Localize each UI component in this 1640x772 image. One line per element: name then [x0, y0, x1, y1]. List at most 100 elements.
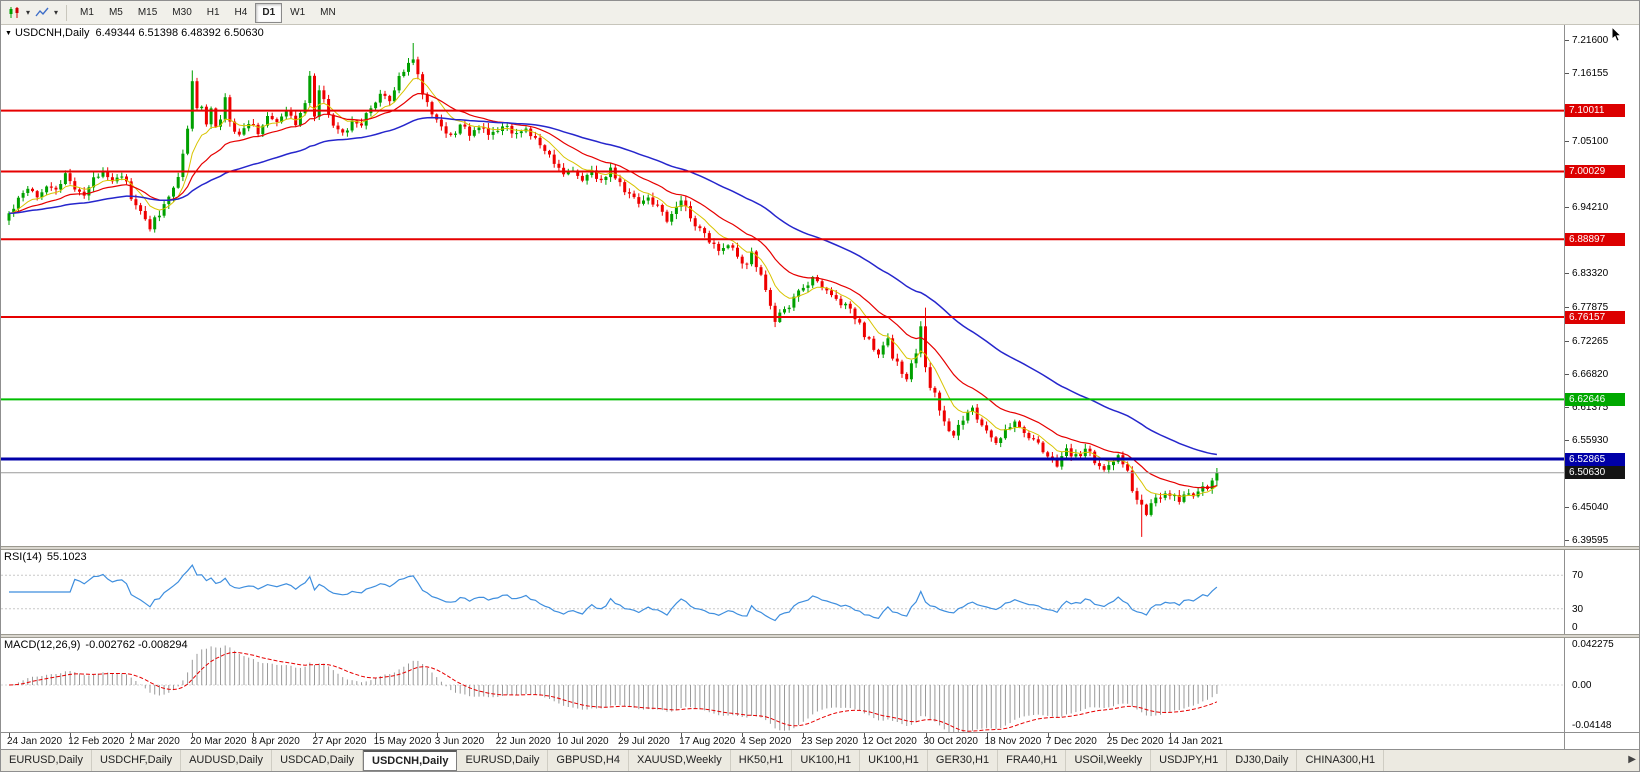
time-axis-tick [1108, 733, 1110, 737]
date-axis-row: 24 Jan 2020 12 Feb 2020 2 Mar 2020 20 Mar 2… [1, 732, 1639, 749]
chart-tab-7-xauusd[interactable]: XAUUSD,Weekly [629, 750, 731, 771]
candlestick-icon [9, 7, 19, 18]
tab-scroll-right-icon[interactable]: ▶ [1628, 754, 1636, 765]
chart-tab-6-gbpusd[interactable]: GBPUSD,H4 [548, 750, 629, 771]
time-axis-label: 25 Dec 2020 [1106, 736, 1164, 747]
chart-tab-0-eurusd[interactable]: EURUSD,Daily [1, 750, 92, 771]
price-tick-mark [1565, 440, 1569, 442]
price-chart-panel: ▼ USDCNH,Daily 6.49344 6.51398 6.48392 6.5… [1, 25, 1639, 546]
time-axis-label: 4 Sep 2020 [740, 736, 792, 747]
time-axis-label: 8 Apr 2020 [251, 736, 300, 747]
time-axis-tick [558, 733, 560, 737]
timeframe-button-mn[interactable]: MN [320, 6, 336, 18]
price-axis[interactable]: 7.21600 7.16155 7.05100 6.94210 6.83320 6.778… [1564, 25, 1639, 546]
timeframe-button-h1[interactable]: H1 [206, 6, 220, 18]
chevron-down-icon[interactable]: ▾ [26, 8, 31, 17]
time-axis-tick [803, 733, 805, 737]
rsi-axis[interactable]: 70 30 0 [1564, 550, 1639, 634]
price-tick-mark [1565, 373, 1569, 375]
chart-tab-9-uk100[interactable]: UK100,H1 [792, 750, 861, 771]
price-chart-canvas[interactable] [1, 25, 1564, 546]
timeframe-button-m15[interactable]: M15 [137, 6, 158, 18]
ma-slow-blue-line[interactable] [8, 116, 1218, 456]
time-axis-tick [131, 733, 133, 737]
chart-tab-12-fra40[interactable]: FRA40,H1 [998, 750, 1067, 771]
time-axis-tick [375, 733, 377, 737]
time-axis-tick [1169, 733, 1171, 737]
price-tick-label: 6.77875 [1572, 301, 1609, 313]
price-tick-label: 6.66820 [1572, 368, 1609, 380]
rsi-canvas[interactable] [1, 550, 1564, 634]
support-blue-price-badge: 6.52865 [1565, 452, 1625, 466]
time-axis-tick [253, 733, 255, 737]
price-tick-mark [1565, 306, 1569, 308]
price-tick-label: 7.05100 [1572, 135, 1609, 147]
chart-type-icon[interactable] [5, 5, 23, 20]
time-axis-label: 27 Apr 2020 [312, 736, 367, 747]
chart-tab-3-usdcad[interactable]: USDCAD,Daily [272, 750, 364, 771]
macd-tick-label: 0.042275 [1572, 639, 1614, 650]
time-axis-label: 7 Dec 2020 [1045, 736, 1097, 747]
resistance-1-price-badge: 7.10011 [1565, 104, 1625, 118]
macd-values: -0.002762 -0.008294 [85, 639, 188, 651]
timeframe-button-w1[interactable]: W1 [290, 6, 306, 18]
chart-tab-13-usoil[interactable]: USOil,Weekly [1066, 750, 1152, 771]
indicator-menu-icon[interactable] [33, 5, 51, 20]
chart-title: ▼ USDCNH,Daily 6.49344 6.51398 6.48392 6.5… [5, 27, 264, 39]
macd-axis[interactable]: 0.042275 0.00 -0.04148 [1564, 638, 1639, 732]
chart-stack: ▼ USDCNH,Daily 6.49344 6.51398 6.48392 6.5… [1, 25, 1639, 749]
rsi-tick-label: 30 [1572, 603, 1584, 615]
timeframe-button-m5[interactable]: M5 [108, 6, 123, 18]
chart-tab-2-audusd[interactable]: AUDUSD,Daily [181, 750, 273, 771]
chart-tab-1-usdchf[interactable]: USDCHF,Daily [92, 750, 182, 771]
chart-tab-8-hk50[interactable]: HK50,H1 [731, 750, 793, 771]
price-tick-label: 6.94210 [1572, 201, 1609, 213]
time-axis-tick [681, 733, 683, 737]
rsi-plot[interactable]: RSI(14) 55.1023 [1, 550, 1564, 634]
time-axis[interactable]: 24 Jan 2020 12 Feb 2020 2 Mar 2020 20 Mar 2… [1, 733, 1564, 749]
timeframe-button-d1[interactable]: D1 [255, 2, 283, 23]
macd-panel: MACD(12,26,9) -0.002762 -0.008294 0.04227… [1, 638, 1639, 732]
macd-name: MACD(12,26,9) [4, 639, 81, 651]
chart-tab-5-eurusd[interactable]: EURUSD,Daily [457, 750, 549, 771]
timeframe-button-h4[interactable]: H4 [234, 6, 248, 18]
time-axis-tick [70, 733, 72, 737]
macd-tick-label: 0.00 [1572, 680, 1592, 691]
time-axis-label: 12 Oct 2020 [862, 736, 917, 747]
macd-canvas[interactable] [1, 638, 1564, 732]
price-tick-mark [1565, 206, 1569, 208]
toolbar: ▾ ▾ M1 M5 M15 M30 H1 H4 D1 W1 MN [1, 1, 1639, 25]
chart-tab-4-usdcnh[interactable]: USDCNH,Daily [363, 750, 458, 771]
candles-group [7, 43, 1219, 537]
chart-tab-16-china300[interactable]: CHINA300,H1 [1297, 750, 1385, 771]
price-tick-mark [1565, 539, 1569, 541]
chart-tab-10-uk100[interactable]: UK100,H1 [860, 750, 928, 771]
chart-ohlc-values: 6.49344 6.51398 6.48392 6.50630 [95, 27, 264, 39]
price-tick-mark [1565, 39, 1569, 41]
timeframe-button-m1[interactable]: M1 [80, 6, 94, 18]
price-tick-label: 6.55930 [1572, 435, 1609, 447]
ma-mid-red-line[interactable] [8, 92, 1218, 489]
line-chart-icon [35, 7, 49, 17]
chevron-down-icon[interactable]: ▾ [54, 8, 59, 17]
time-axis-label: 17 Aug 2020 [679, 736, 736, 747]
price-tick-label: 6.72265 [1572, 335, 1609, 347]
timeframe-button-m30[interactable]: M30 [172, 6, 192, 18]
chart-tab-14-usdjpy[interactable]: USDJPY,H1 [1151, 750, 1228, 771]
chart-tab-15-dj30[interactable]: DJ30,Daily [1227, 750, 1298, 771]
rsi-panel: RSI(14) 55.1023 70 30 0 [1, 550, 1639, 634]
ma-fast-yellow-line[interactable] [8, 77, 1218, 497]
chart-tab-11-ger30[interactable]: GER30,H1 [928, 750, 999, 771]
time-axis-tick [497, 733, 499, 737]
time-axis-label: 3 Jun 2020 [434, 736, 485, 747]
macd-plot[interactable]: MACD(12,26,9) -0.002762 -0.008294 [1, 638, 1564, 732]
panel-splitter[interactable] [1, 634, 1639, 638]
time-axis-tick [9, 733, 10, 737]
price-tick-mark [1565, 273, 1569, 275]
time-axis-tick [742, 733, 744, 737]
axis-corner [1564, 733, 1639, 749]
panel-splitter[interactable] [1, 546, 1639, 550]
price-tick-mark [1565, 73, 1569, 75]
price-chart-plot[interactable]: ▼ USDCNH,Daily 6.49344 6.51398 6.48392 6.5… [1, 25, 1564, 546]
